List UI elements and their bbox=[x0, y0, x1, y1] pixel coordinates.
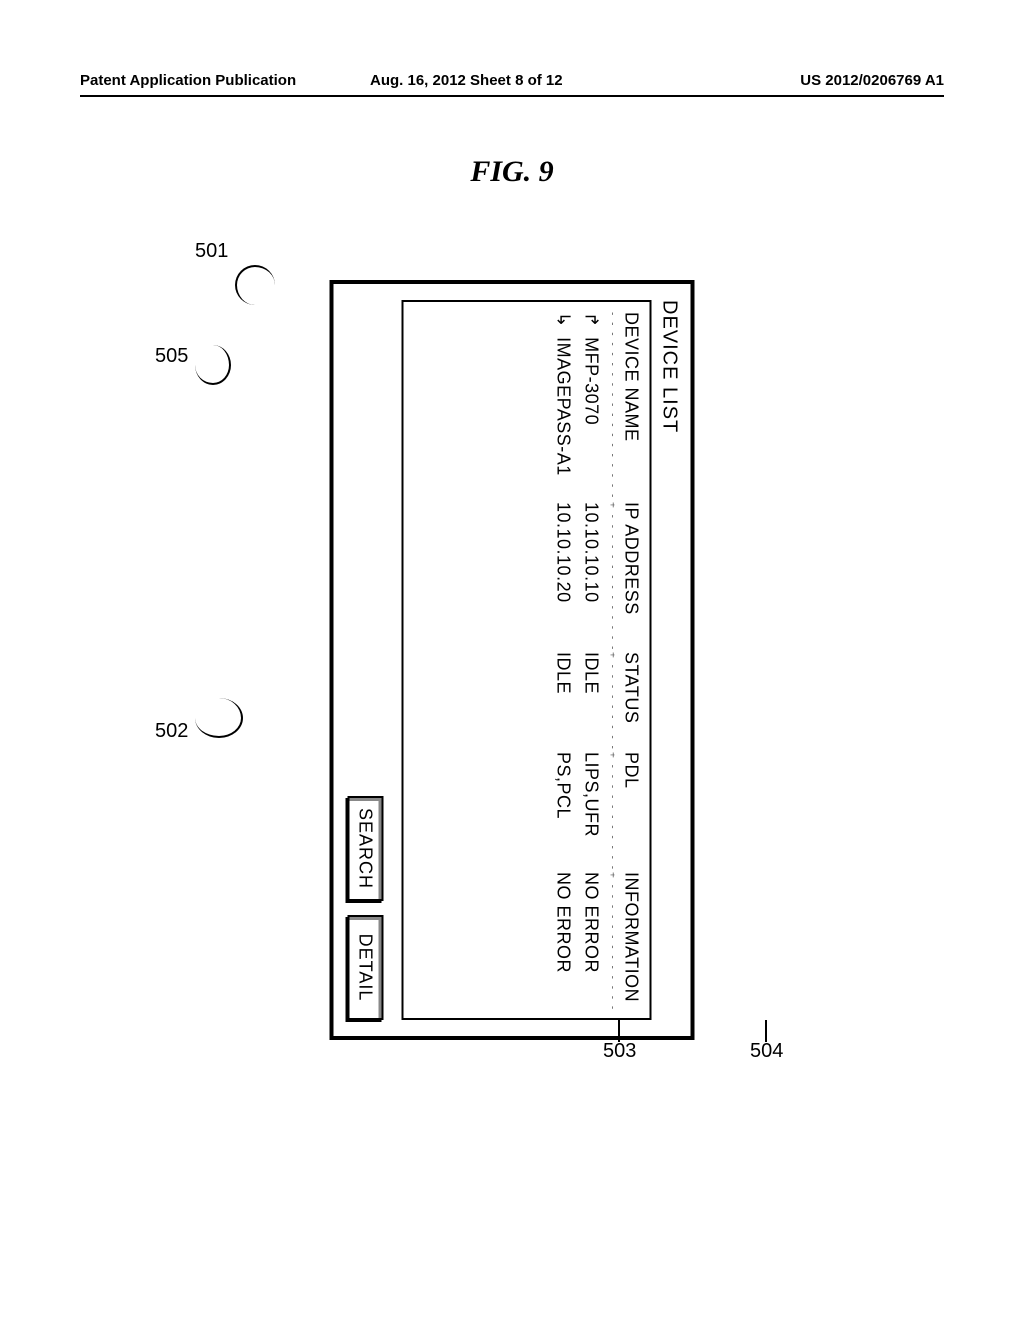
figure-title: FIG. 9 bbox=[0, 155, 1024, 189]
col-pdl: PDL bbox=[621, 752, 642, 872]
lead-505 bbox=[195, 345, 231, 385]
list-header: DEVICE NAME IP ADDRESS STATUS PDL INFORM… bbox=[615, 312, 646, 1008]
lead-503 bbox=[618, 1020, 620, 1042]
cell-status: IDLE bbox=[553, 652, 575, 752]
col-status: STATUS bbox=[621, 652, 642, 752]
tree-branch-icon: ↳ bbox=[553, 312, 575, 328]
device-listbox[interactable]: DEVICE NAME IP ADDRESS STATUS PDL INFORM… bbox=[402, 300, 652, 1020]
cell-info: NO ERROR bbox=[581, 872, 603, 1012]
cell-device-name: ↳ IMAGEPASS-A1 bbox=[553, 312, 575, 502]
callout-503: 503 bbox=[603, 1040, 636, 1063]
cell-ip: 10.10.10.20 bbox=[553, 502, 575, 652]
device-list-window: DEVICE LIST DEVICE NAME IP ADDRESS STATU… bbox=[330, 280, 695, 1040]
cell-pdl: PS,PCL bbox=[553, 752, 575, 872]
header-center: Aug. 16, 2012 Sheet 8 of 12 bbox=[370, 72, 563, 89]
window-title: DEVICE LIST bbox=[658, 300, 681, 1020]
detail-button[interactable]: DETAIL bbox=[348, 915, 384, 1020]
cell-pdl: LIPS,UFR bbox=[581, 752, 603, 872]
cell-status: IDLE bbox=[581, 652, 603, 752]
callout-501: 501 bbox=[195, 240, 228, 263]
tree-branch-icon: ↱ bbox=[581, 312, 603, 328]
callout-505: 505 bbox=[155, 345, 188, 368]
callout-504: 504 bbox=[750, 1040, 783, 1063]
figure-wrap: DEVICE LIST DEVICE NAME IP ADDRESS STATU… bbox=[330, 280, 695, 1040]
header-right: US 2012/0206769 A1 bbox=[800, 72, 944, 89]
col-ip-address: IP ADDRESS bbox=[621, 502, 642, 652]
col-information: INFORMATION bbox=[621, 872, 642, 1012]
cell-info: NO ERROR bbox=[553, 872, 575, 1012]
lead-502 bbox=[195, 698, 243, 738]
lead-504 bbox=[765, 1020, 767, 1042]
lead-501 bbox=[235, 265, 275, 305]
cell-text: MFP-3070 bbox=[582, 337, 602, 425]
header-left: Patent Application Publication bbox=[80, 72, 296, 89]
header-rule bbox=[80, 95, 944, 97]
table-row[interactable]: ↱ MFP-3070 10.10.10.10 IDLE LIPS,UFR NO … bbox=[581, 312, 609, 1008]
col-device-name: DEVICE NAME bbox=[621, 312, 642, 502]
callout-502: 502 bbox=[155, 720, 188, 743]
search-button-label: SEARCH bbox=[355, 808, 376, 889]
header-divider: - - - - - - - - - - - - - - - - - - - - … bbox=[609, 312, 615, 1008]
cell-ip: 10.10.10.10 bbox=[581, 502, 603, 652]
table-row[interactable]: ↳ IMAGEPASS-A1 10.10.10.20 IDLE PS,PCL N… bbox=[553, 312, 581, 1008]
search-button[interactable]: SEARCH bbox=[348, 796, 384, 901]
cell-text: IMAGEPASS-A1 bbox=[554, 337, 574, 476]
patent-page: Patent Application Publication Aug. 16, … bbox=[0, 0, 1024, 1320]
button-bar: SEARCH DETAIL bbox=[348, 796, 384, 1020]
detail-button-label: DETAIL bbox=[355, 934, 376, 1002]
cell-device-name: ↱ MFP-3070 bbox=[581, 312, 603, 502]
